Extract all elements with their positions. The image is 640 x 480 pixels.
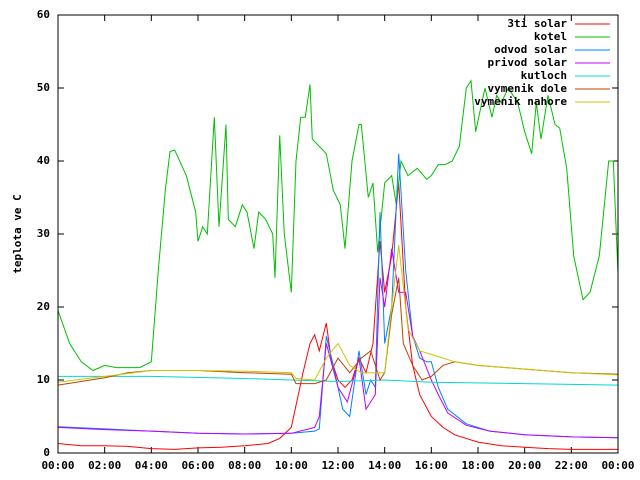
x-tick-label: 06:00 — [181, 459, 214, 472]
legend-label: 3ti solar — [507, 17, 567, 30]
y-tick-label: 20 — [37, 300, 50, 313]
x-tick-label: 16:00 — [415, 459, 448, 472]
x-tick-label: 08:00 — [228, 459, 261, 472]
legend-label: vymenik nahore — [474, 95, 567, 108]
legend-label: odvod solar — [494, 43, 567, 56]
x-tick-label: 12:00 — [321, 459, 354, 472]
x-tick-label: 00:00 — [601, 459, 634, 472]
x-tick-label: 00:00 — [41, 459, 74, 472]
y-tick-label: 60 — [37, 8, 50, 21]
x-tick-label: 04:00 — [135, 459, 168, 472]
x-tick-label: 20:00 — [508, 459, 541, 472]
legend-label: kutloch — [521, 69, 567, 82]
series-line — [57, 244, 619, 383]
y-tick-label: 50 — [37, 81, 50, 94]
x-tick-label: 22:00 — [555, 459, 588, 472]
x-tick-label: 02:00 — [88, 459, 121, 472]
series-line — [58, 375, 619, 386]
plot-border — [57, 14, 619, 454]
series-line — [57, 248, 619, 439]
series-line — [57, 182, 618, 450]
y-axis-label: teplota ve C — [11, 194, 24, 273]
x-tick-label: 10:00 — [275, 459, 308, 472]
series-line — [57, 277, 619, 386]
x-tick-label: 14:00 — [368, 459, 401, 472]
legend-label: vymenik dole — [488, 82, 568, 95]
y-tick-label: 40 — [37, 154, 50, 167]
x-tick-label: 18:00 — [461, 459, 494, 472]
series-line — [57, 79, 619, 372]
legend-label: privod solar — [488, 56, 568, 69]
series-line — [57, 153, 619, 439]
legend-label: kotel — [534, 30, 567, 43]
y-tick-label: 10 — [37, 373, 50, 386]
y-tick-label: 0 — [43, 446, 50, 459]
y-tick-label: 30 — [37, 227, 50, 240]
